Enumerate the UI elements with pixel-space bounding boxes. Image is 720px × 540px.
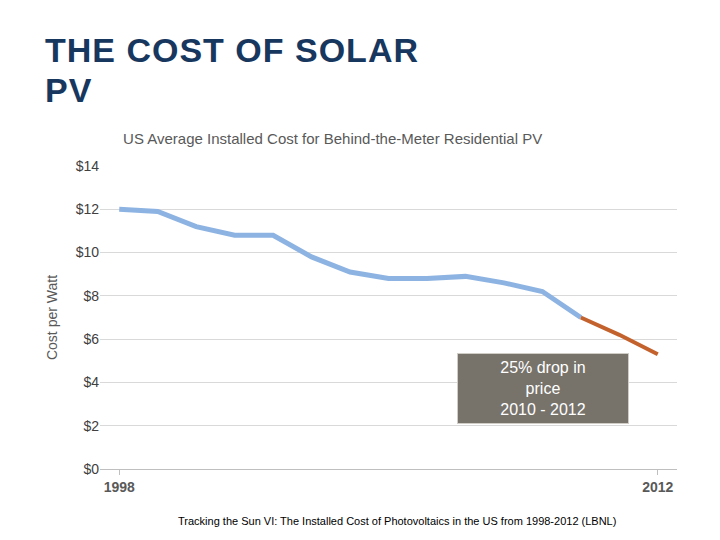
svg-text:US Average Installed Cost for: US Average Installed Cost for Behind-the…: [123, 130, 542, 147]
html-text:PV: PV: [45, 71, 93, 109]
svg-text:$10: $10: [76, 244, 100, 260]
html-text:THE COST OF SOLAR: THE COST OF SOLAR: [45, 31, 419, 69]
svg-text:$12: $12: [76, 201, 100, 217]
svg-text:$2: $2: [83, 418, 99, 434]
svg-text:Cost per Watt: Cost per Watt: [44, 275, 60, 360]
svg-text:$0: $0: [83, 461, 99, 477]
svg-text:1998: 1998: [104, 479, 135, 495]
svg-text:$4: $4: [83, 374, 99, 390]
svg-text:25% drop inprice2010 - 2012: 25% drop inprice2010 - 2012: [500, 359, 586, 418]
svg-text:2012: 2012: [642, 479, 673, 495]
html-text:Tracking the Sun VI: The Insta: Tracking the Sun VI: The Installed Cost …: [178, 515, 617, 527]
svg-text:$14: $14: [76, 158, 100, 174]
svg-text:$6: $6: [83, 331, 99, 347]
svg-text:$8: $8: [83, 288, 99, 304]
